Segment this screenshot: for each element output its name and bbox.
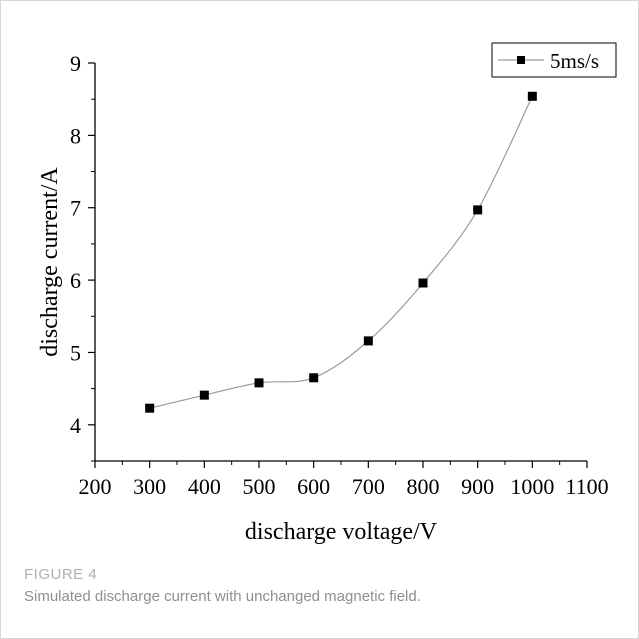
- chart: 200 300 400 500 600 700 800 900 1000 1100 456789 …: [37, 42, 617, 545]
- y-tick-label: 6: [70, 268, 81, 293]
- figure-caption: Simulated discharge current with unchang…: [24, 588, 421, 605]
- data-point: [418, 278, 428, 288]
- x-tick-label: 800: [407, 474, 440, 499]
- figure-label: FIGURE 4: [24, 566, 98, 583]
- x-axis-label: discharge voltage/V: [245, 519, 438, 545]
- data-point: [309, 373, 319, 383]
- x-ticks: 200 300 400 500 600 700 800 900 1000 1100: [79, 461, 609, 499]
- series-points: [145, 91, 537, 413]
- x-tick-label: 900: [461, 474, 494, 499]
- data-point: [145, 403, 155, 413]
- y-tick-label: 8: [70, 123, 81, 148]
- y-tick-label: 7: [70, 196, 81, 221]
- x-tick-label: 600: [297, 474, 330, 499]
- y-tick-label: 4: [70, 413, 81, 438]
- x-tick-label: 500: [243, 474, 276, 499]
- x-tick-label: 300: [133, 474, 166, 499]
- data-point: [473, 205, 483, 215]
- series-line: [149, 96, 533, 409]
- y-tick-label: 5: [70, 340, 81, 365]
- x-tick-label: 400: [188, 474, 221, 499]
- data-point: [527, 91, 537, 101]
- plot-frame: [94, 63, 587, 462]
- x-tick-label: 700: [352, 474, 385, 499]
- y-tick-label: 9: [70, 51, 81, 76]
- x-tick-label: 200: [79, 474, 112, 499]
- data-point: [199, 390, 209, 400]
- x-tick-label: 1100: [565, 474, 608, 499]
- legend-marker: [517, 56, 525, 64]
- x-tick-label: 1000: [510, 474, 554, 499]
- data-point: [254, 378, 264, 388]
- legend: 5ms/s: [491, 42, 617, 78]
- legend-entry: 5ms/s: [550, 49, 599, 73]
- y-axis-label: discharge current/A: [37, 167, 63, 357]
- data-point: [363, 336, 373, 346]
- y-ticks: 4 5 6 7 8 9: [70, 51, 95, 462]
